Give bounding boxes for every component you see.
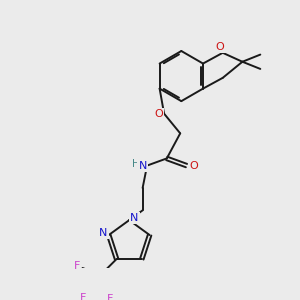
Text: H: H: [133, 159, 140, 169]
Text: F: F: [107, 294, 113, 300]
Text: N: N: [138, 160, 147, 171]
Text: N: N: [130, 213, 139, 224]
Text: O: O: [154, 109, 163, 119]
Text: O: O: [216, 41, 224, 52]
Text: F: F: [74, 261, 80, 271]
Text: F: F: [80, 292, 87, 300]
Text: O: O: [189, 160, 198, 171]
Text: N: N: [99, 228, 108, 238]
